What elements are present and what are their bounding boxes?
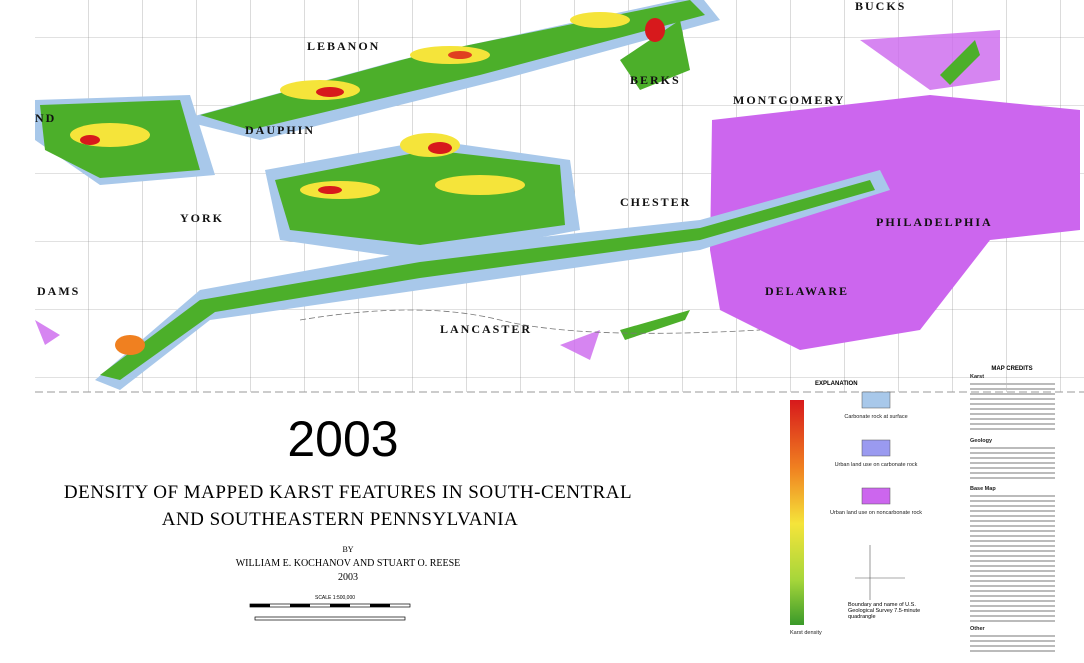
title: AND SOUTHEASTERN PENNSYLVANIA: [162, 509, 519, 530]
county-label: MONTGOMERY: [733, 93, 845, 107]
legend-swatch: [861, 391, 891, 409]
urban-noncarbonate: [710, 95, 1080, 350]
county-label: ND: [35, 111, 56, 125]
authors: WILLIAM E. KOCHANOV AND STUART O. REESE: [236, 558, 461, 569]
county-label: DELAWARE: [765, 284, 849, 298]
county-label: DAUPHIN: [245, 123, 315, 137]
legend-label: Carbonate rock at surface: [844, 414, 907, 420]
county-label: DAMS: [37, 284, 80, 298]
quad-symbol: [855, 545, 905, 600]
credits-heading: Geology: [970, 438, 993, 444]
credits: Karst Geology Base Map Other: [970, 374, 1055, 652]
county-label: BERKS: [630, 73, 681, 87]
boundary: [299, 309, 761, 334]
map-area: BUCKS LEBANON BERKS MONTGOMERY ND DAUPHI…: [35, 0, 1084, 393]
colorbar-label: Karst density: [790, 630, 822, 636]
by: BY: [342, 545, 353, 554]
scale-label: SCALE 1:500,000: [315, 595, 355, 601]
county-label: YORK: [180, 211, 224, 225]
county-label: LEBANON: [307, 39, 380, 53]
karst-high: [70, 12, 665, 355]
credits-heading: Karst: [970, 374, 984, 380]
date: 2003: [338, 572, 358, 583]
urban-noncarbonate: [35, 30, 1000, 360]
year: 2003: [287, 411, 398, 467]
scale-bar: [249, 603, 411, 621]
county-label: CHESTER: [620, 195, 691, 209]
title: DENSITY OF MAPPED KARST FEATURES IN SOUT…: [64, 482, 632, 503]
legend-label: Urban land use on carbonate rock: [835, 462, 918, 468]
legend-swatch: [861, 487, 891, 505]
colorbar: [790, 400, 804, 625]
credits-title: MAP CREDITS: [991, 366, 1032, 372]
legend-swatch: [861, 439, 891, 457]
county-label: PHILADELPHIA: [876, 215, 993, 229]
quad-legend: Boundary and name of U.S. Geological Sur…: [848, 602, 921, 620]
credits-heading: Base Map: [970, 486, 996, 492]
county-label: LANCASTER: [440, 322, 532, 336]
credits-heading: Other: [970, 626, 986, 632]
quad-legend-text: Boundary and name of U.S. Geological Sur…: [848, 602, 921, 620]
legend-title: EXPLANATION: [815, 381, 858, 387]
legend-label: Urban land use on noncarbonate rock: [830, 510, 922, 516]
county-label: BUCKS: [855, 0, 906, 13]
